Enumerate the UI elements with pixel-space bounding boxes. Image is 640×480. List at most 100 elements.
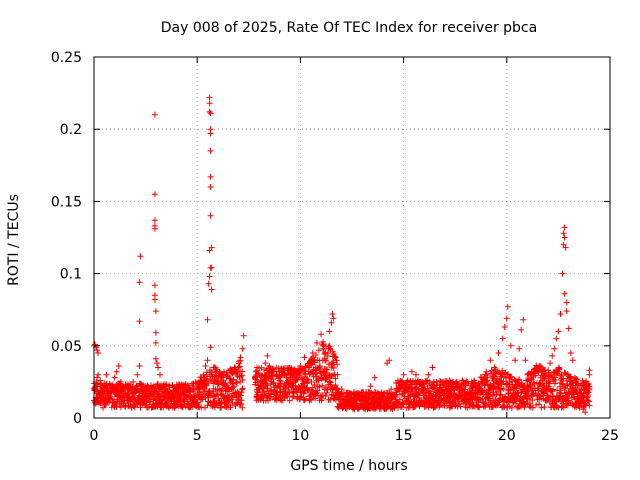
data-point (513, 385, 520, 392)
data-point (289, 380, 296, 387)
data-point (452, 400, 459, 407)
data-point (497, 391, 504, 398)
data-point (446, 389, 452, 395)
data-point (214, 378, 221, 385)
data-point (533, 401, 540, 408)
data-point (462, 386, 469, 393)
data-point (417, 378, 424, 385)
data-point (240, 332, 247, 339)
data-point (569, 357, 576, 364)
data-point (208, 244, 215, 251)
y-tick-label: 0.25 (51, 50, 82, 66)
data-point (563, 299, 570, 306)
data-point (404, 377, 411, 384)
data-point (194, 386, 201, 393)
data-point (137, 253, 144, 260)
data-point (239, 368, 246, 375)
data-point (466, 389, 473, 395)
data-point (211, 404, 218, 411)
data-point (305, 360, 312, 367)
data-point (329, 311, 336, 317)
data-point (483, 401, 489, 408)
data-point (576, 389, 582, 395)
data-point (319, 382, 326, 389)
data-point (334, 361, 341, 368)
data-point (218, 404, 225, 411)
data-point (476, 404, 483, 411)
data-point (268, 378, 275, 385)
data-point (408, 368, 415, 375)
data-point (549, 352, 556, 359)
data-point (301, 367, 308, 374)
data-point (441, 391, 448, 398)
data-point (551, 345, 558, 352)
data-point (202, 363, 209, 369)
data-point (538, 404, 545, 411)
data-point (239, 377, 246, 383)
data-point (234, 379, 240, 386)
data-point (536, 363, 543, 369)
data-point (309, 350, 316, 356)
x-tick-label: 10 (291, 428, 309, 444)
data-point (582, 409, 589, 416)
data-point (338, 386, 345, 393)
data-point (206, 108, 213, 115)
data-point (207, 147, 214, 154)
data-point (487, 357, 494, 364)
data-point (388, 386, 395, 393)
data-point (126, 383, 133, 390)
data-point (148, 386, 155, 393)
data-point (152, 308, 159, 315)
data-point (144, 393, 151, 400)
data-point (261, 366, 268, 373)
data-point (254, 364, 261, 371)
data-point (318, 331, 324, 338)
data-point (151, 191, 158, 198)
data-point (454, 383, 461, 390)
data-point (579, 377, 586, 384)
data-point (285, 377, 291, 384)
data-point (433, 378, 440, 385)
data-point (342, 393, 349, 400)
data-point (208, 264, 215, 271)
data-point (132, 386, 139, 393)
data-point (502, 394, 509, 401)
data-point (206, 273, 213, 280)
data-point (427, 390, 434, 396)
data-point (258, 383, 265, 390)
data-point (367, 383, 374, 390)
data-point (330, 315, 337, 322)
data-point (301, 354, 308, 361)
y-tick-label: 0 (73, 411, 82, 427)
data-point (586, 367, 593, 374)
data-point (202, 404, 208, 411)
data-point (328, 319, 335, 326)
data-point (136, 318, 143, 325)
data-point (237, 392, 244, 399)
data-point (333, 357, 340, 364)
data-point (286, 397, 293, 404)
x-tick-label: 5 (193, 428, 202, 444)
data-point (256, 371, 263, 378)
data-point (318, 395, 325, 402)
data-point (222, 403, 229, 410)
data-point (151, 111, 158, 118)
data-point (313, 339, 320, 346)
data-point (92, 386, 98, 393)
data-point (507, 374, 513, 381)
data-point (396, 380, 403, 387)
chart-title: Day 008 of 2025, Rate Of TEC Index for r… (161, 20, 537, 36)
data-point (457, 403, 464, 410)
data-point (557, 311, 564, 317)
data-point (584, 392, 591, 399)
data-point (305, 377, 311, 384)
data-point (504, 303, 511, 310)
data-point (207, 130, 214, 137)
data-point (111, 374, 118, 381)
data-point (194, 400, 201, 407)
data-point (151, 296, 158, 303)
data-point (237, 401, 244, 407)
data-point (165, 389, 172, 395)
data-point (106, 398, 113, 405)
data-point (109, 399, 116, 406)
